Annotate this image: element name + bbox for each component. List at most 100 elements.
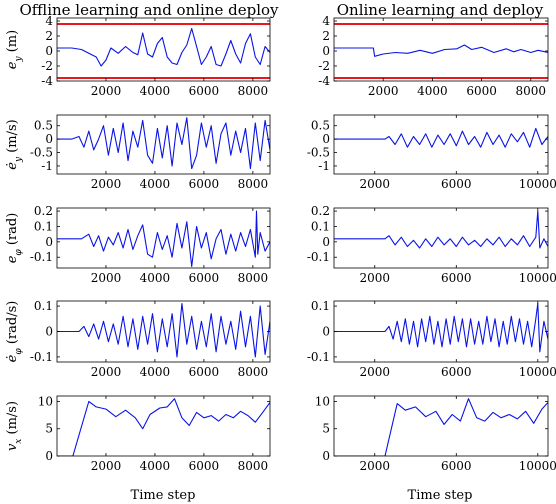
x-tick-label: 2000 (359, 177, 390, 191)
x-tick-label: 10000 (519, 177, 556, 191)
x-tick-label: 2000 (91, 177, 122, 191)
x-tick-label: 2000 (91, 365, 122, 379)
y-tick-label: 4 (45, 14, 53, 28)
x-tick-label: 10000 (519, 271, 556, 285)
plot-frame (333, 17, 549, 82)
x-tick-label: 2000 (91, 459, 122, 473)
x-tick-label: 4000 (140, 177, 171, 191)
x-tick-label: 2000 (368, 84, 399, 98)
chart-panel-1-0: 2000 4000 6000 8000 -1-0.500.5 ėy (m/s) (5, 114, 271, 191)
y-tick-label: 0 (322, 325, 330, 339)
x-tick-label: 4000 (140, 459, 171, 473)
y-tick-label: 10 (38, 394, 53, 408)
series-line-0 (57, 302, 270, 358)
y-axis-label: ey (m) (5, 30, 24, 69)
y-axis-label: vx (m/s) (5, 401, 24, 451)
x-tick-label: 8000 (238, 365, 269, 379)
plot-frame (333, 207, 549, 269)
y-axis-label: ėy (m/s) (5, 119, 24, 169)
x-tick-label: 10000 (519, 459, 556, 473)
y-tick-label: 5 (322, 422, 330, 436)
y-tick-label: 0 (45, 235, 53, 249)
y-axis-label: ėφ (rad/s) (5, 301, 24, 363)
chart-panel-1-1: 2000 6000 10000 -1-0.500.5 (307, 114, 556, 191)
series-line-0 (57, 398, 270, 456)
y-tick-label: -0.1 (30, 350, 53, 364)
x-tick-label: 6000 (441, 459, 472, 473)
y-tick-label: -0.1 (307, 250, 330, 264)
y-tick-label: 0.1 (311, 299, 330, 313)
y-tick-label: -0.1 (307, 350, 330, 364)
chart-panel-2-0: 2000 4000 6000 8000 -0.10 0.10.2 eφ (rad) (5, 204, 271, 285)
plot-frame (56, 395, 271, 457)
y-tick-label: 10 (315, 394, 330, 408)
series-line-0 (57, 117, 270, 170)
plot-frame (56, 207, 271, 269)
x-tick-label: 8000 (238, 271, 269, 285)
x-tick-label: 10000 (519, 365, 556, 379)
y-tick-label: 0 (322, 449, 330, 463)
chart-panel-2-1: 2000 6000 10000 -0.10 0.10.2 (307, 204, 556, 285)
series-line-0 (334, 398, 548, 456)
plot-frame (56, 114, 271, 175)
x-axis-label-left: Time step (131, 488, 196, 503)
y-tick-label: 0.5 (311, 119, 330, 133)
y-tick-label: 5 (45, 422, 53, 436)
x-tick-label: 8000 (238, 459, 269, 473)
x-tick-label: 2000 (91, 84, 122, 98)
y-tick-label: -4 (41, 74, 53, 88)
y-tick-label: 0 (45, 44, 53, 58)
y-tick-label: 0 (45, 325, 53, 339)
series-line-0 (57, 27, 270, 67)
y-tick-label: 0 (322, 235, 330, 249)
x-tick-label: 2000 (359, 459, 390, 473)
x-axis-label-right: Time step (408, 488, 473, 503)
series-line-0 (334, 210, 548, 249)
y-axis-label: eφ (rad) (5, 213, 24, 264)
x-tick-label: 4000 (140, 365, 171, 379)
x-tick-label: 4000 (140, 84, 171, 98)
x-tick-label: 8000 (238, 84, 269, 98)
column-title-left: Offline learning and online deploy (19, 1, 279, 19)
y-tick-label: 0.1 (34, 299, 53, 313)
y-tick-label: -1 (318, 159, 330, 173)
x-tick-label: 2000 (91, 271, 122, 285)
x-tick-label: 4000 (140, 271, 171, 285)
chart-panel-4-1: 2000 6000 10000 0 5 10 (315, 394, 556, 473)
y-tick-label: 0 (322, 44, 330, 58)
x-tick-label: 6000 (466, 84, 497, 98)
y-tick-label: -1 (41, 159, 53, 173)
x-tick-label: 6000 (189, 177, 220, 191)
series-line-0 (57, 210, 270, 268)
x-tick-label: 6000 (189, 84, 220, 98)
x-tick-label: 6000 (189, 365, 220, 379)
series-line-0 (334, 44, 548, 57)
y-tick-label: 0 (45, 449, 53, 463)
series-line-0 (334, 127, 548, 148)
x-tick-label: 8000 (238, 177, 269, 191)
plot-frame (333, 395, 549, 457)
y-tick-label: -4 (318, 74, 330, 88)
plot-frame (56, 17, 271, 82)
y-tick-label: 0.2 (34, 204, 53, 218)
chart-panel-3-0: 2000 4000 6000 8000 -0.1 0 0.1 ėφ (rad/s) (5, 299, 271, 379)
y-tick-label: 4 (322, 14, 330, 28)
x-tick-label: 6000 (441, 271, 472, 285)
y-tick-label: -0.1 (30, 250, 53, 264)
y-tick-label: 0.1 (311, 219, 330, 233)
y-tick-label: -2 (41, 59, 53, 73)
y-tick-label: -0.5 (30, 146, 53, 160)
x-tick-label: 4000 (417, 84, 448, 98)
x-tick-label: 2000 (359, 365, 390, 379)
series-line-0 (334, 302, 548, 353)
y-tick-label: 0 (45, 132, 53, 146)
column-title-right: Online learning and deploy (337, 1, 544, 19)
plot-frame (333, 114, 549, 175)
x-tick-label: 2000 (359, 271, 390, 285)
y-tick-label: 0.5 (34, 119, 53, 133)
x-tick-label: 6000 (441, 365, 472, 379)
chart-panel-3-1: 2000 6000 10000 -0.1 0 0.1 (307, 299, 556, 379)
